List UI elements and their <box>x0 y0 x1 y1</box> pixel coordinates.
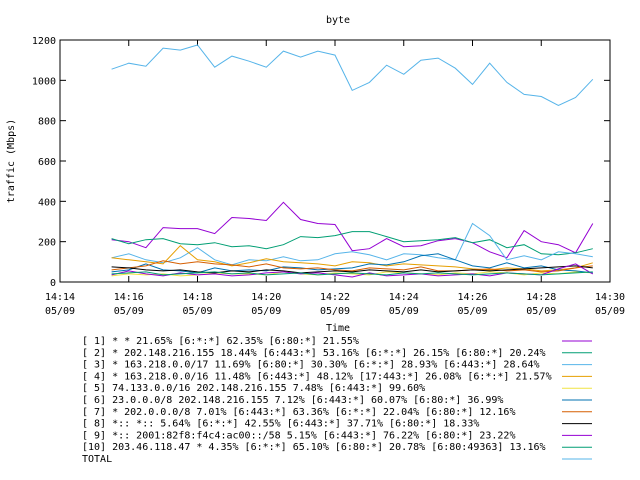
y-tick-label: 800 <box>38 117 56 128</box>
series-line-10 <box>111 271 593 276</box>
x-tick-date-label: 05/09 <box>389 306 419 317</box>
series-line-8 <box>111 265 593 274</box>
x-tick-time-label: 14:14 <box>45 292 75 303</box>
legend-entry-label: [ 9] *:: 2001:82f8:f4c4:ac00::/58 5.15% … <box>82 430 515 441</box>
plot-frame <box>59 39 611 283</box>
x-tick-time-label: 14:30 <box>595 292 625 303</box>
y-tick-label: 600 <box>38 157 56 168</box>
x-tick-date-label: 05/09 <box>320 306 350 317</box>
chart-title: byte <box>326 15 350 26</box>
series-line-6 <box>111 253 593 274</box>
legend-entry-label: [ 3] * 163.218.0.0/17 11.69% [6:80:*] 30… <box>82 360 540 371</box>
x-tick-date-label: 05/09 <box>182 306 212 317</box>
legend-entry-label: TOTAL <box>82 454 112 465</box>
x-tick-date-label: 05/09 <box>45 306 75 317</box>
x-tick-time-label: 14:18 <box>182 292 212 303</box>
series-line-7 <box>111 260 593 273</box>
legend-entry-label: [ 1] * * 21.65% [6:*:*] 62.35% [6:80:*] … <box>82 336 359 347</box>
x-tick-date-label: 05/09 <box>526 306 556 317</box>
series-line-1 <box>111 201 594 259</box>
x-tick-time-label: 14:24 <box>389 292 419 303</box>
x-axis-ticks: 14:14 05/09 14:16 05/09 14:18 05/09 14:20 05/09… <box>45 40 625 317</box>
legend-entry-label: [ 6] 23.0.0.0/8 202.148.216.155 7.12% [6… <box>82 395 503 406</box>
legend: [ 1] * * 21.65% [6:*:*] 62.35% [6:80:*] … <box>82 336 592 465</box>
x-tick-date-label: 05/09 <box>114 306 144 317</box>
series-line-3 <box>111 222 593 266</box>
x-tick-date-label: 05/09 <box>457 306 487 317</box>
legend-entry-label: [ 5] 74.133.0.0/16 202.148.216.155 7.48%… <box>82 383 425 394</box>
x-tick-time-label: 14:28 <box>526 292 556 303</box>
x-axis-label: Time <box>326 323 350 334</box>
x-tick-time-label: 14:20 <box>251 292 281 303</box>
legend-entry-label: [10] 203.46.118.47 * 4.35% [6:*:*] 65.10… <box>82 442 546 453</box>
legend-entry-label: [ 8] *:: *:: 5.64% [6:*:*] 42.55% [6:443… <box>82 419 479 430</box>
y-tick-label: 1000 <box>32 76 56 87</box>
legend-entry-label: [ 2] * 202.148.216.155 18.44% [6:443:*] … <box>82 348 546 359</box>
series-line-2 <box>111 231 593 256</box>
legend-entry-label: [ 7] * 202.0.0.0/8 7.01% [6:443:*] 63.36… <box>82 407 515 418</box>
series-line-4 <box>111 245 593 272</box>
x-tick-date-label: 05/09 <box>251 306 281 317</box>
y-tick-label: 0 <box>50 278 56 289</box>
y-tick-label: 400 <box>38 197 56 208</box>
x-tick-time-label: 14:16 <box>114 292 144 303</box>
x-tick-date-label: 05/09 <box>595 306 625 317</box>
y-tick-label: 1200 <box>32 36 56 47</box>
x-tick-time-label: 14:26 <box>457 292 487 303</box>
y-axis-ticks: 0 200 400 600 800 1000 1200 <box>32 36 610 289</box>
y-tick-label: 200 <box>38 238 56 249</box>
series-line-11 <box>111 44 594 107</box>
y-axis-label: traffic (Mbps) <box>6 119 17 203</box>
series-lines <box>111 44 594 278</box>
x-tick-time-label: 14:22 <box>320 292 350 303</box>
legend-entry-label: [ 4] * 163.218.0.0/16 11.48% [6:443:*] 4… <box>82 371 552 382</box>
